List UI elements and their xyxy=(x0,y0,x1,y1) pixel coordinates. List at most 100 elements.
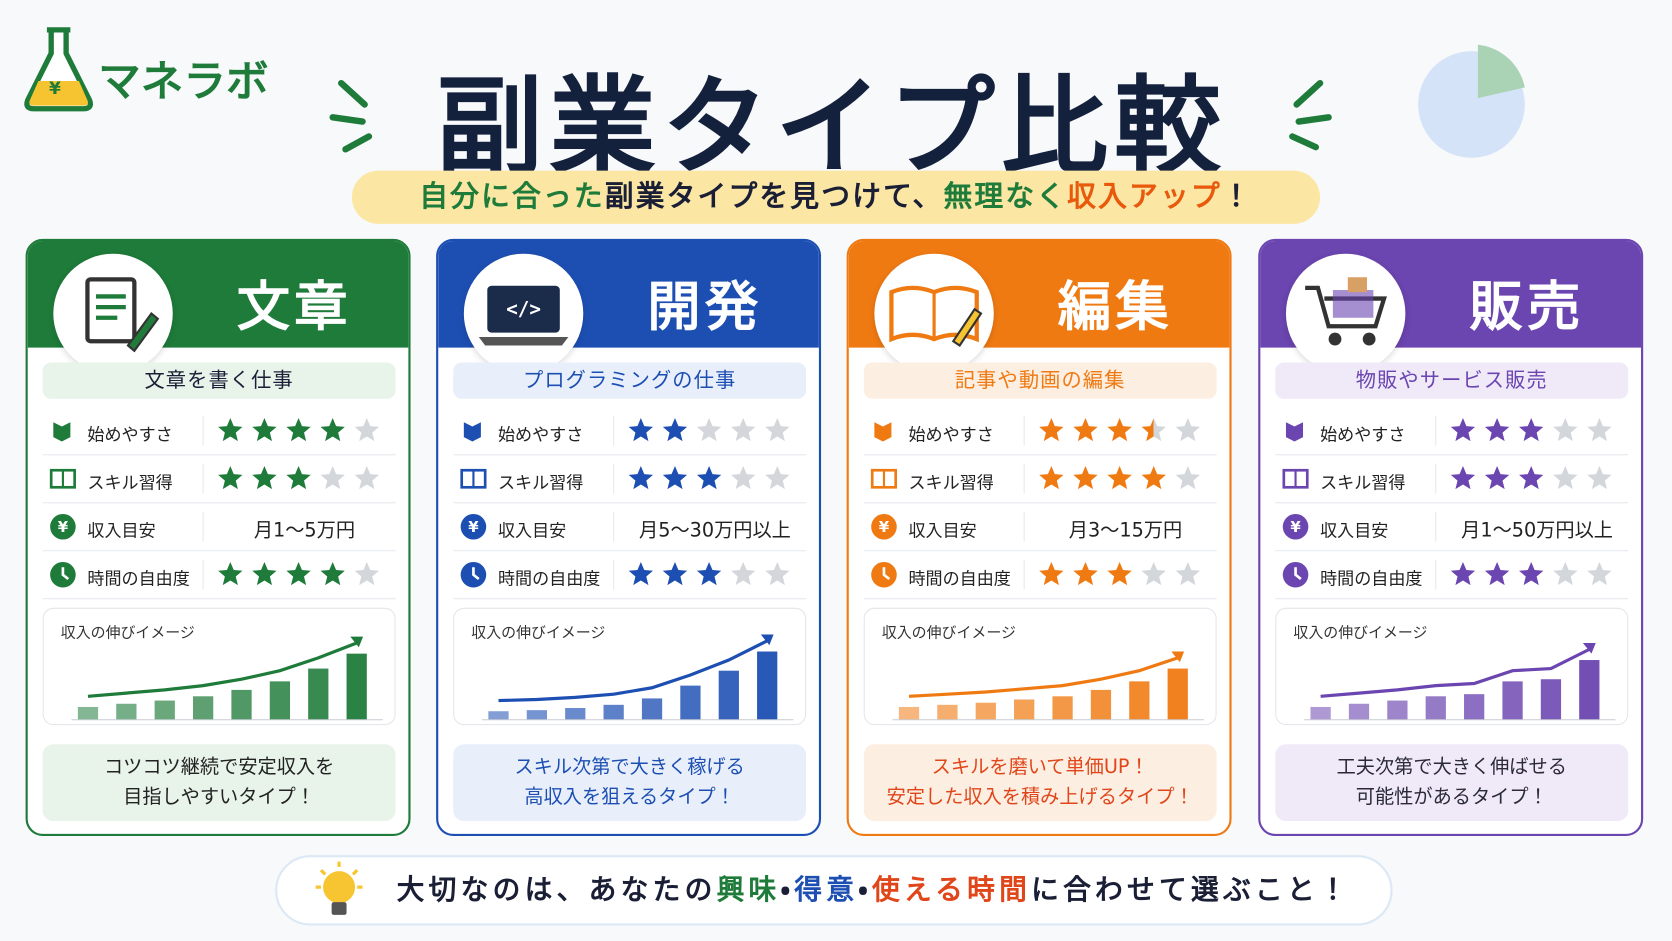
yen-symbol: ¥ xyxy=(58,518,69,536)
rating xyxy=(218,561,379,586)
text-segment: 興味 xyxy=(716,874,781,907)
row-label: スキル習得 xyxy=(87,472,173,493)
star xyxy=(662,417,688,442)
row: スキル習得 xyxy=(863,455,1217,504)
divider xyxy=(202,415,204,446)
yen-symbol: ¥ xyxy=(1290,518,1301,536)
message: コツコツ継続で安定収入を 目指しやすいタイプ！ xyxy=(42,744,396,822)
star xyxy=(696,417,722,442)
chart-plot xyxy=(71,636,383,721)
row-label: 収入目安 xyxy=(87,520,156,541)
bar xyxy=(1579,660,1600,720)
star xyxy=(1175,465,1201,490)
message-line: スキル次第で大きく稼げる xyxy=(514,756,745,779)
card-title: 文章 xyxy=(236,276,352,339)
trend-line xyxy=(87,641,358,698)
bar xyxy=(1014,699,1035,720)
stars xyxy=(1450,417,1612,442)
yen-symbol: ¥ xyxy=(468,518,479,536)
card-icon xyxy=(85,277,160,353)
trend-line xyxy=(1320,647,1591,698)
icon-shape xyxy=(1328,332,1342,346)
income: 月1～5万円 xyxy=(253,519,356,542)
bar xyxy=(116,703,137,720)
row: スキル習得 xyxy=(42,455,396,504)
trend-arrow xyxy=(1171,651,1185,663)
rating xyxy=(218,465,379,490)
row-icon xyxy=(460,513,487,540)
bar xyxy=(526,710,548,720)
row-icon xyxy=(874,422,892,442)
text-segment: 使える時間 xyxy=(871,874,1032,907)
growth-chart: 収入の伸びイメージ xyxy=(863,607,1217,726)
bar xyxy=(1464,694,1485,720)
bar xyxy=(1129,681,1150,720)
star xyxy=(765,417,790,442)
bar xyxy=(975,702,996,720)
message-line: 高収入を狙えるタイプ！ xyxy=(524,785,735,809)
message: スキルを磨いて単価UP！ 安定した収入を積み上げるタイプ！ xyxy=(863,744,1217,822)
bulb-icon xyxy=(315,861,363,915)
divider xyxy=(202,559,204,590)
rating xyxy=(628,561,790,586)
icon-shape xyxy=(126,311,160,353)
star xyxy=(218,417,243,442)
stars xyxy=(218,465,379,490)
bar xyxy=(565,708,586,720)
bar xyxy=(1310,706,1331,720)
text-segment: 収入アップ xyxy=(1067,180,1222,214)
star xyxy=(1175,417,1201,442)
bar xyxy=(308,668,329,720)
star xyxy=(218,561,243,586)
divider xyxy=(1023,511,1025,542)
card: </> 開発 プログラミングの仕事 始めやすさ スキル習得 ¥ 収入目安 月5～30万円以上時… xyxy=(436,238,822,836)
row-icon xyxy=(882,567,891,581)
row-label: 始めやすさ xyxy=(908,424,994,445)
message: スキル次第で大きく稼げる 高収入を狙えるタイプ！ xyxy=(453,744,807,822)
card-title: 編集 xyxy=(1057,276,1173,339)
row: 時間の自由度 xyxy=(1275,551,1629,600)
row-icon xyxy=(871,513,897,540)
card-subtitle: プログラミングの仕事 xyxy=(453,362,807,399)
star xyxy=(731,561,756,586)
star xyxy=(1039,417,1064,442)
stars xyxy=(628,417,790,442)
income: 月3～15万円 xyxy=(1068,519,1183,542)
divider xyxy=(613,559,615,590)
trend-arrow xyxy=(350,636,364,648)
card-title: 開発 xyxy=(647,276,763,339)
card-subtitle: 記事や動画の編集 xyxy=(863,362,1217,399)
row-icon xyxy=(49,468,76,489)
bar xyxy=(757,651,778,720)
row-label: 始めやすさ xyxy=(1320,424,1406,445)
row-icon xyxy=(1282,513,1309,540)
rating xyxy=(1039,465,1201,490)
row: ¥ 収入目安 月1～50万円以上 xyxy=(1275,503,1629,552)
row-icon: ¥ xyxy=(871,513,897,540)
growth-chart: 収入の伸びイメージ xyxy=(42,607,396,726)
star xyxy=(1039,465,1064,490)
title-accents xyxy=(329,79,1332,153)
bar xyxy=(231,689,252,720)
divider xyxy=(1435,415,1437,446)
growth-chart: 収入の伸びイメージ xyxy=(1275,607,1629,726)
bar xyxy=(937,704,958,720)
row-icon xyxy=(1285,422,1304,442)
chart-label: 収入の伸びイメージ xyxy=(881,624,1016,642)
row-label: スキル習得 xyxy=(497,472,584,493)
stars xyxy=(1039,417,1201,442)
row-label: 時間の自由度 xyxy=(87,568,190,589)
star xyxy=(1107,465,1132,490)
rating xyxy=(628,417,790,442)
row-label: 時間の自由度 xyxy=(1320,568,1423,589)
row: スキル習得 xyxy=(453,455,807,504)
row: ¥ 収入目安 月1～5万円 xyxy=(42,503,396,552)
card-subtitle: 文章を書く仕事 xyxy=(42,362,396,399)
chart-label: 収入の伸びイメージ xyxy=(60,624,195,642)
rating xyxy=(628,465,790,490)
star xyxy=(696,465,722,490)
message-line: 可能性があるタイプ！ xyxy=(1355,785,1548,809)
message-line: スキルを磨いて単価UP！ xyxy=(931,756,1149,779)
rating xyxy=(218,417,379,442)
star xyxy=(1553,417,1578,442)
